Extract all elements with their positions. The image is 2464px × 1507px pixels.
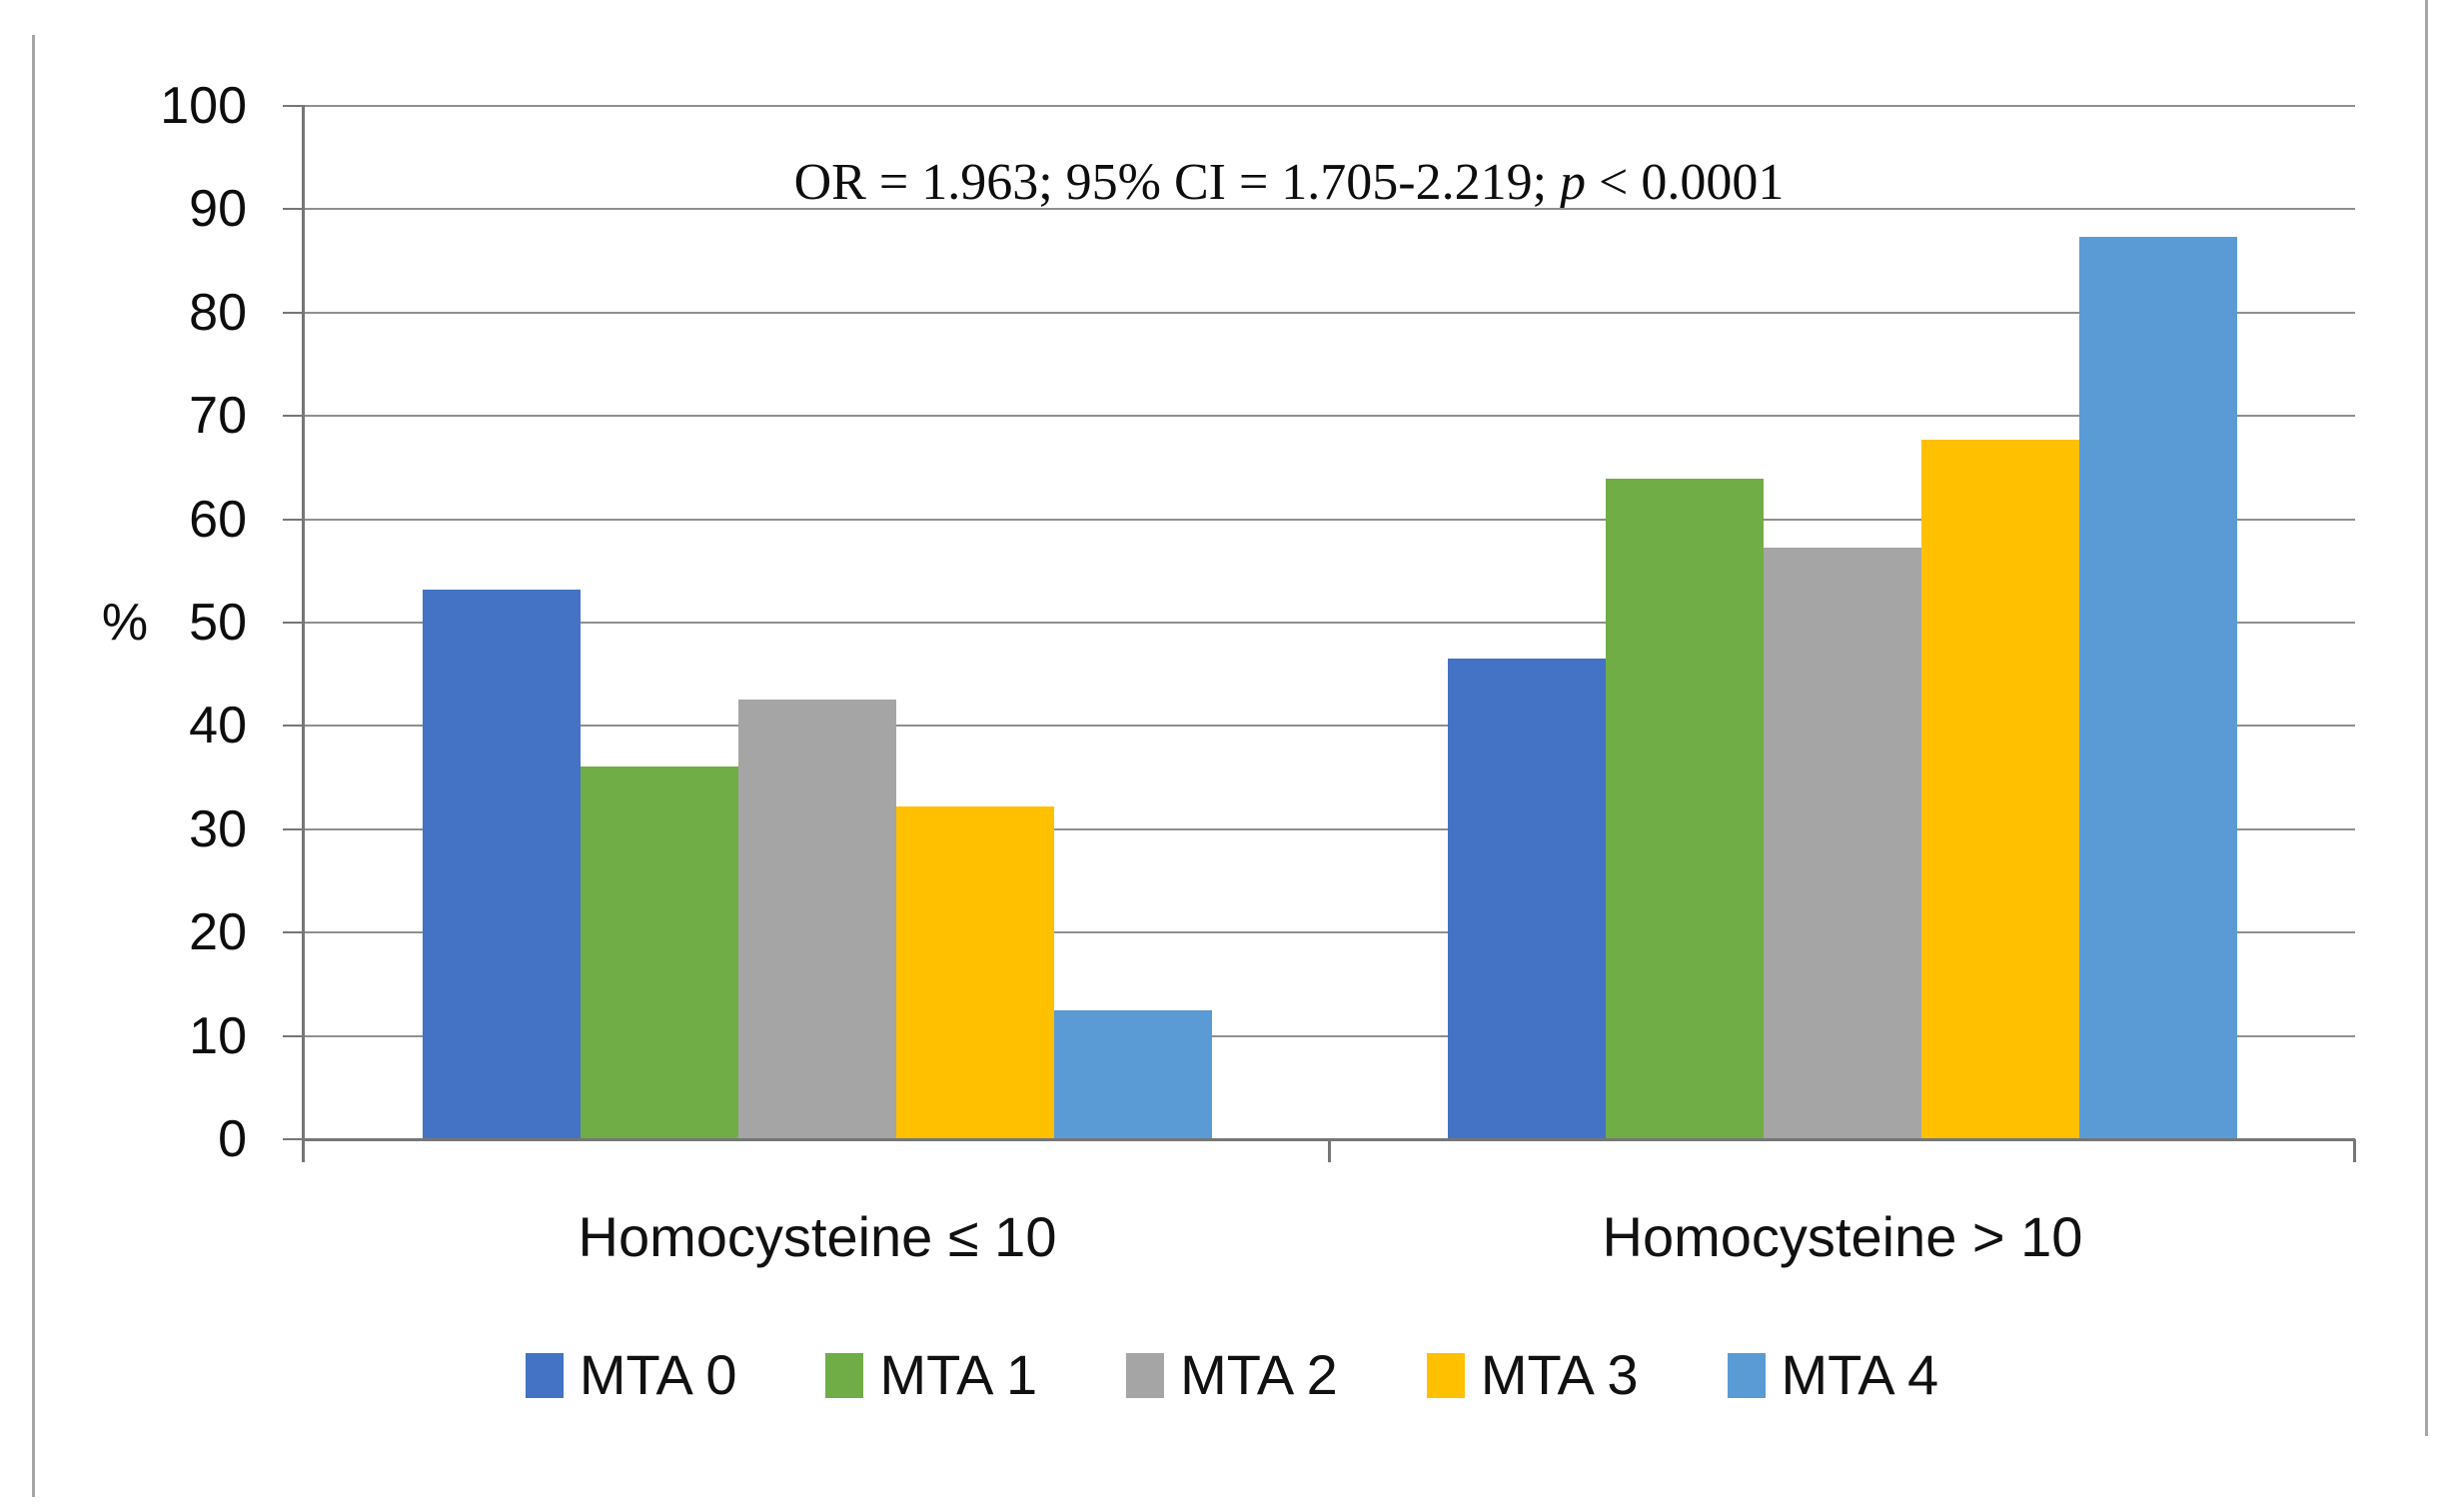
h-gridline-90 — [305, 208, 2355, 211]
y-axis-tick-100 — [283, 105, 305, 107]
y-axis-tick-label-100: 100 — [160, 77, 247, 135]
x-axis-category-label-1: Homocysteine ≤ 10 — [578, 1205, 1057, 1268]
chart-legend: MTA 0 MTA 1 MTA 2 MTA 3 MTA 4 — [0, 1347, 2464, 1403]
h-gridline-40 — [305, 725, 2355, 728]
y-axis-tick-label-50: 50 — [189, 594, 247, 652]
y-axis-tick-label-30: 30 — [189, 799, 247, 858]
left-border-line — [32, 35, 35, 1497]
y-axis-title: % — [101, 594, 149, 652]
y-axis-tick-90 — [283, 208, 305, 211]
bar-mta-0-homocysteine-le-10 — [423, 589, 581, 1139]
x-axis-tick-1 — [1328, 1139, 1331, 1162]
y-axis-tick-70 — [283, 415, 305, 418]
stats-annotation-p-symbol: p — [1560, 154, 1587, 211]
h-gridline-70 — [305, 415, 2355, 418]
legend-label-mta-0: MTA 0 — [579, 1343, 737, 1406]
y-axis-tick-label-10: 10 — [189, 1006, 247, 1065]
y-axis-tick-label-40: 40 — [189, 697, 247, 755]
h-gridline-30 — [305, 827, 2355, 830]
y-axis-tick-label-0: 0 — [218, 1110, 247, 1168]
h-gridline-20 — [305, 931, 2355, 934]
bar-mta-4-homocysteine-le-10 — [1054, 1009, 1212, 1139]
legend-item-mta-3: MTA 3 — [1426, 1343, 1639, 1406]
legend-marker-mta-1 — [825, 1352, 864, 1398]
legend-label-mta-3: MTA 3 — [1480, 1343, 1639, 1406]
legend-item-mta-4: MTA 4 — [1727, 1343, 1939, 1406]
bar-mta-2-homocysteine-gt-10 — [1764, 547, 1921, 1139]
x-axis-category-label-2: Homocysteine > 10 — [1602, 1205, 2083, 1268]
legend-label-mta-1: MTA 1 — [879, 1343, 1038, 1406]
right-border-line — [2425, 0, 2428, 1436]
bar-mta-0-homocysteine-gt-10 — [1448, 659, 1606, 1139]
legend-item-mta-0: MTA 0 — [525, 1343, 737, 1406]
bar-mta-2-homocysteine-le-10 — [738, 699, 896, 1139]
y-axis-tick-label-90: 90 — [189, 180, 247, 239]
legend-marker-mta-2 — [1126, 1352, 1165, 1398]
y-axis-tick-label-70: 70 — [189, 387, 247, 446]
legend-marker-mta-0 — [525, 1352, 564, 1398]
h-gridline-100 — [305, 105, 2355, 107]
y-axis-tick-10 — [283, 1034, 305, 1037]
bar-mta-1-homocysteine-gt-10 — [1606, 479, 1764, 1139]
y-axis-tick-50 — [283, 622, 305, 624]
y-axis-tick-30 — [283, 827, 305, 830]
legend-item-mta-1: MTA 1 — [825, 1347, 1037, 1403]
y-axis-tick-label-80: 80 — [189, 283, 247, 342]
y-axis-tick-20 — [283, 931, 305, 934]
y-axis-tick-label-20: 20 — [189, 903, 247, 962]
h-gridline-80 — [305, 311, 2355, 314]
y-axis-line — [302, 106, 305, 1162]
h-gridline-10 — [305, 1034, 2355, 1037]
y-axis-tick-label-60: 60 — [189, 490, 247, 549]
h-gridline-60 — [305, 518, 2355, 521]
bar-mta-1-homocysteine-le-10 — [581, 765, 738, 1139]
h-gridline-50 — [305, 622, 2355, 624]
stats-annotation: OR = 1.963; 95% CI = 1.705-2.219; p < 0.… — [305, 154, 2273, 211]
legend-marker-mta-4 — [1727, 1352, 1766, 1398]
legend-item-mta-2: MTA 2 — [1126, 1347, 1338, 1403]
legend-label-mta-2: MTA 2 — [1180, 1343, 1338, 1406]
y-axis-tick-0 — [283, 1138, 305, 1140]
x-axis-tick-2 — [2353, 1139, 2356, 1162]
y-axis-tick-40 — [283, 725, 305, 728]
y-axis-tick-80 — [283, 311, 305, 314]
legend-label-mta-4: MTA 4 — [1781, 1343, 1939, 1406]
stats-annotation-suffix: < 0.0001 — [1586, 154, 1785, 211]
bar-mta-4-homocysteine-gt-10 — [2079, 237, 2237, 1139]
bar-mta-3-homocysteine-gt-10 — [1921, 439, 2079, 1139]
stats-annotation-prefix: OR = 1.963; 95% CI = 1.705-2.219; — [793, 154, 1561, 211]
legend-marker-mta-3 — [1426, 1352, 1465, 1398]
y-axis-tick-60 — [283, 518, 305, 521]
bar-mta-3-homocysteine-le-10 — [896, 806, 1054, 1139]
